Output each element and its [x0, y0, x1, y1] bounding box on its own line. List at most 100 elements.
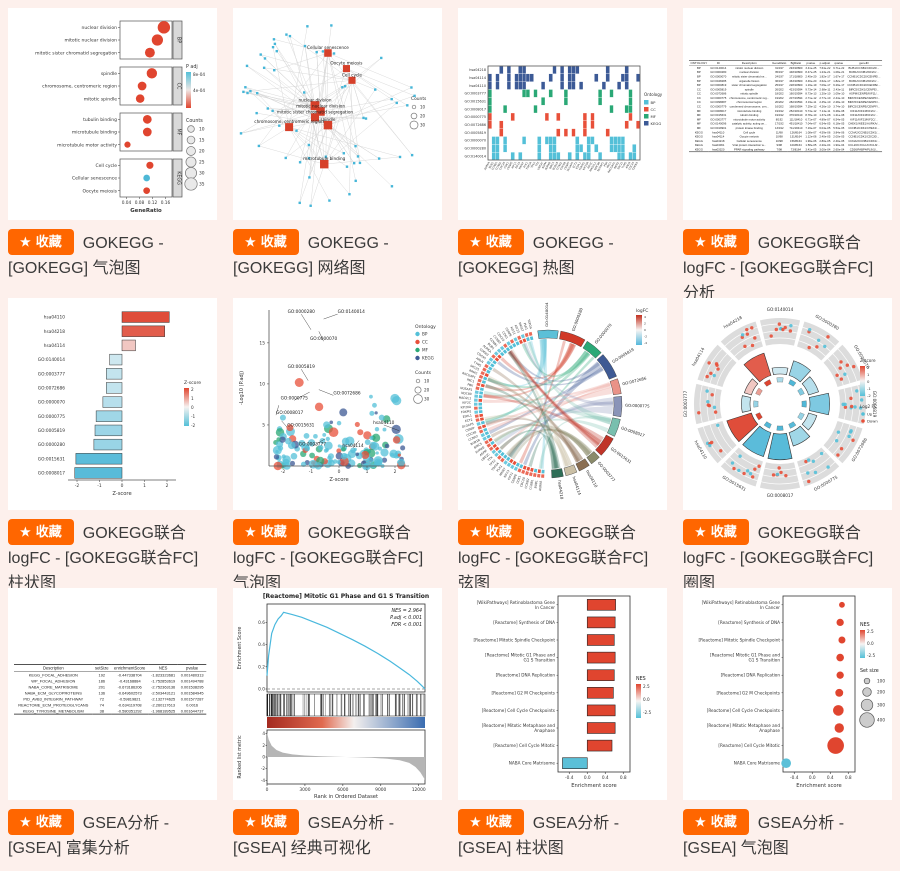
- chart-thumbnail-gokegg-fc-chord[interactable]: GO:0140014 GO:0000280 GO:0000070 GO:0005819…: [458, 298, 667, 510]
- svg-text:GO:0072686: GO:0072686: [622, 375, 648, 386]
- svg-text:-0.4: -0.4: [565, 775, 574, 781]
- svg-text:NES: NES: [636, 676, 646, 682]
- svg-text:G1 S Transition: G1 S Transition: [524, 658, 556, 663]
- svg-text:0.4: 0.4: [602, 775, 609, 781]
- svg-text:CDKN3: CDKN3: [479, 347, 490, 357]
- favorite-button-label: 收藏: [260, 234, 287, 249]
- svg-text:CENPE: CENPE: [504, 327, 512, 338]
- card-caption: ★ 收藏 GOKEGG - [GOKEGG] 网络图: [233, 229, 442, 282]
- chart-thumbnail-gokegg-fc-circle[interactable]: GO:0140014 GO:0000280 GO:0000070 GO:0005819…: [683, 298, 892, 510]
- favorite-button[interactable]: ★ 收藏: [233, 229, 299, 256]
- star-icon: ★: [245, 525, 256, 539]
- svg-text:ANLN: ANLN: [475, 356, 484, 364]
- svg-text:2.5: 2.5: [643, 684, 650, 689]
- svg-text:hsa04114: hsa04114: [44, 343, 66, 349]
- svg-text:-4: -4: [644, 341, 647, 345]
- favorite-button[interactable]: ★ 收藏: [458, 229, 524, 256]
- svg-text:SPC25: SPC25: [616, 161, 624, 171]
- svg-text:chromosome, centromeric region: chromosome, centromeric region: [254, 119, 324, 124]
- svg-text:hsa04114: hsa04114: [691, 346, 706, 367]
- chart-thumbnail-gsea-bubble[interactable]: [WikiPathways] Retinoblastoma Gene In Can…: [683, 588, 892, 800]
- svg-text:0.04: 0.04: [122, 200, 132, 206]
- card-title[interactable]: GSEA分析 - [GSEA] 经典可视化: [233, 815, 395, 857]
- chart-thumbnail-gokegg-bubble[interactable]: BP nuclear division mitotic nuclear divisi…: [8, 8, 217, 220]
- card-title[interactable]: GOKEGG联合logFC - [GOKEGG联合FC] 分析: [683, 235, 874, 302]
- svg-text:Anaphase: Anaphase: [534, 728, 555, 733]
- svg-text:KIF11: KIF11: [507, 471, 514, 480]
- favorite-button[interactable]: ★ 收藏: [458, 809, 524, 836]
- favorite-button[interactable]: ★ 收藏: [683, 519, 749, 546]
- chart-thumbnail-gokegg-fc-bar[interactable]: hsa04110 hsa04218 hsa04114 GO:0140014 GO:000…: [8, 298, 217, 510]
- card-caption: ★ 收藏 GOKEGG联合logFC - [GOKEGG联合FC] 柱状图: [8, 519, 217, 596]
- svg-text:GO:0000070: GO:0000070: [593, 322, 613, 345]
- favorite-button[interactable]: ★ 收藏: [233, 809, 299, 836]
- svg-text:CC: CC: [176, 83, 182, 90]
- svg-text:20: 20: [420, 114, 426, 119]
- svg-text:BP: BP: [422, 332, 428, 337]
- chart-thumbnail-gsea-bar[interactable]: [WikiPathways] Retinoblastoma Gene In Can…: [458, 588, 667, 800]
- svg-text:KIF11: KIF11: [510, 161, 517, 170]
- svg-text:[Reactome] G2 M Checkpoints: [Reactome] G2 M Checkpoints: [491, 690, 555, 695]
- card-caption: ★ 收藏 GOKEGG联合logFC - [GOKEGG联合FC] 弦图: [458, 519, 667, 596]
- svg-text:9000: 9000: [375, 787, 386, 793]
- chart-thumbnail-gokegg-network[interactable]: Cellular senescence Oocyte meiosis Cell cy…: [233, 8, 442, 220]
- card-title[interactable]: GOKEGG - [GOKEGG] 热图: [458, 235, 614, 277]
- card-title[interactable]: GSEA分析 - [GSEA] 富集分析: [8, 815, 170, 857]
- svg-text:CCNA2: CCNA2: [468, 434, 479, 442]
- svg-text:P.adj < 0.001: P.adj < 0.001: [390, 615, 422, 621]
- card-title[interactable]: GOKEGG - [GOKEGG] 气泡图: [8, 235, 164, 277]
- svg-text:GO:0003777: GO:0003777: [465, 92, 486, 96]
- svg-text:hsa04218: hsa04218: [723, 315, 744, 330]
- svg-text:hsa04114: hsa04114: [342, 443, 364, 449]
- chart-thumbnail-gsea-classic[interactable]: [Reactome] Mitotic G1 Phase and G1 S Tra…: [233, 588, 442, 800]
- svg-text:2: 2: [644, 322, 646, 326]
- svg-text:Cellular senescence: Cellular senescence: [72, 176, 117, 182]
- svg-text:200: 200: [877, 690, 885, 695]
- card-title[interactable]: GOKEGG联合logFC - [GOKEGG联合FC] 弦图: [458, 525, 649, 592]
- chart-thumbnail-gokegg-fc-table[interactable]: ONTOLOGY ID Description GeneRatio BgRatio pva…: [683, 8, 892, 220]
- card-title[interactable]: GSEA分析 - [GSEA] 气泡图: [683, 815, 845, 857]
- svg-text:KIF23: KIF23: [514, 161, 521, 170]
- svg-text:CDK1: CDK1: [503, 161, 510, 170]
- card-title[interactable]: GOKEGG联合logFC - [GOKEGG联合FC] 气泡图: [233, 525, 424, 592]
- card-title[interactable]: GOKEGG联合logFC - [GOKEGG联合FC] 柱状图: [8, 525, 199, 592]
- chart-thumbnail-gsea-table[interactable]: Description setSize enrichmentScore NES pval…: [8, 588, 217, 800]
- svg-text:microtubule motor activity: microtubule motor activity: [57, 142, 117, 148]
- favorite-button[interactable]: ★ 收藏: [8, 229, 74, 256]
- svg-text:G1 S Transition: G1 S Transition: [749, 658, 781, 663]
- favorite-button[interactable]: ★ 收藏: [683, 809, 749, 836]
- card-title[interactable]: GSEA分析 - [GSEA] 柱状图: [458, 815, 620, 857]
- svg-text:CDK1: CDK1: [515, 475, 522, 484]
- svg-text:4: 4: [644, 315, 646, 319]
- chart-thumbnail-gokegg-fc-bubble[interactable]: GO:0000280 GO:0140014 GO:0000070 GO:0005819…: [233, 298, 442, 510]
- svg-text:0.4: 0.4: [827, 775, 834, 781]
- favorite-button[interactable]: ★ 收藏: [8, 519, 74, 546]
- svg-text:GO:0015631: GO:0015631: [287, 422, 314, 428]
- svg-text:DLGAP5: DLGAP5: [461, 422, 474, 429]
- svg-text:BP: BP: [176, 37, 182, 43]
- svg-text:KIF23: KIF23: [503, 469, 511, 478]
- svg-text:Log2 FC: Log2 FC: [860, 404, 877, 409]
- svg-text:0: 0: [867, 379, 870, 384]
- gallery-cell: Cellular senescence Oocyte meiosis Cell cy…: [225, 0, 450, 290]
- favorite-button[interactable]: ★ 收藏: [233, 519, 299, 546]
- favorite-button[interactable]: ★ 收藏: [683, 229, 749, 256]
- svg-text:1: 1: [867, 372, 870, 377]
- chart-thumbnail-gokegg-heatmap[interactable]: hsa04218 hsa04114 hsa04110 GO:0003777 GO:001…: [458, 8, 667, 220]
- svg-text:8e-04: 8e-04: [193, 72, 205, 77]
- favorite-button[interactable]: ★ 收藏: [458, 519, 524, 546]
- card-title[interactable]: GOKEGG - [GOKEGG] 网络图: [233, 235, 389, 277]
- svg-text:NUSAP1: NUSAP1: [460, 386, 473, 392]
- card-title[interactable]: GOKEGG联合logFC - [GOKEGG联合FC] 圈图: [683, 525, 874, 592]
- favorite-button[interactable]: ★ 收藏: [8, 809, 74, 836]
- svg-text:PBK: PBK: [603, 161, 609, 168]
- svg-text:ANLN: ANLN: [624, 161, 631, 169]
- svg-text:30: 30: [420, 123, 426, 128]
- card-caption: ★ 收藏 GSEA分析 - [GSEA] 柱状图: [458, 809, 667, 862]
- svg-text:4e-04: 4e-04: [193, 88, 205, 93]
- favorite-button-label: 收藏: [710, 524, 737, 539]
- svg-text:0.0: 0.0: [584, 775, 591, 781]
- svg-text:[Reactome] G2 M Checkpoints: [Reactome] G2 M Checkpoints: [716, 690, 780, 695]
- svg-text:-2: -2: [281, 469, 286, 475]
